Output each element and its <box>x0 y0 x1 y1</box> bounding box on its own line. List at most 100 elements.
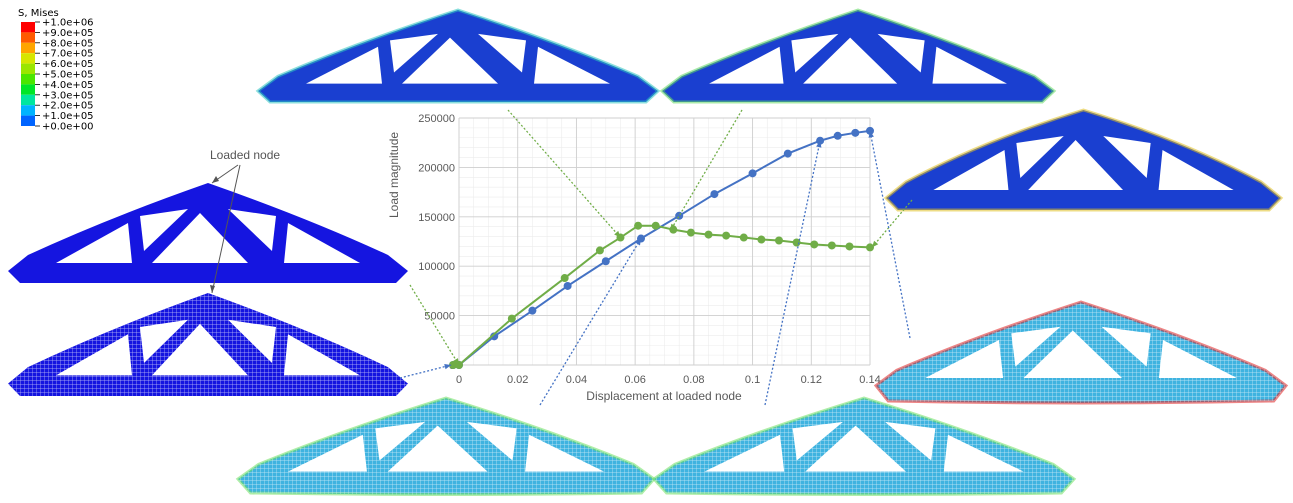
series-1-point <box>595 246 604 255</box>
series-0-point <box>748 169 757 178</box>
series-1-point <box>845 242 854 251</box>
truss-void <box>284 223 360 263</box>
legend-swatch <box>21 42 35 54</box>
truss-void <box>1016 136 1064 178</box>
legend-rows: +1.0e+06+9.0e+05+8.0e+05+7.0e+05+6.0e+05… <box>21 18 94 133</box>
y-tick-labels: 050000100000150000200000250000 <box>418 113 455 372</box>
series-0-point <box>490 332 499 341</box>
legend-swatch <box>21 74 35 85</box>
leader-arrow <box>409 284 460 366</box>
truss-void <box>792 421 843 461</box>
leader-arrow <box>764 140 821 406</box>
truss-void <box>387 425 488 472</box>
series-1-point <box>560 274 569 283</box>
leader-arrowhead <box>453 358 459 365</box>
leader-arrowhead <box>635 238 642 246</box>
legend-swatch <box>21 22 35 33</box>
annotation-arrow-lower <box>211 164 241 294</box>
truss-void <box>56 223 132 263</box>
truss-void <box>152 213 248 263</box>
truss-void <box>709 46 784 84</box>
leader-arrow <box>869 130 911 339</box>
truss-void <box>943 434 1024 472</box>
x-axis-title: Displacement at loaded node <box>586 389 742 403</box>
stress-legend: S, Mises +1.0e+06+9.0e+05+8.0e+05+7.0e+0… <box>18 8 94 133</box>
leader-arrow <box>871 199 913 248</box>
legend-title: S, Mises <box>18 8 59 19</box>
x-tick-label: 0.06 <box>624 374 645 386</box>
series-1-point <box>792 238 801 247</box>
truss-void <box>56 334 132 376</box>
truss-void <box>885 421 936 461</box>
truss-void <box>140 319 188 364</box>
truss-void <box>1011 326 1061 367</box>
legend-label: +3.0e+05 <box>42 90 94 101</box>
y-tick-label: 250000 <box>418 113 455 125</box>
series-0-point <box>710 190 719 199</box>
y-tick-label: 150000 <box>418 212 455 224</box>
truss-void <box>287 434 367 472</box>
series-1-point <box>722 231 731 240</box>
chart-grid <box>458 117 871 366</box>
truss-void <box>925 340 1004 378</box>
truss-stress-edge <box>255 8 661 104</box>
series-1-point <box>739 233 748 242</box>
series-0-point <box>601 257 610 266</box>
truss-void <box>877 33 925 73</box>
truss-void <box>1158 340 1237 378</box>
leader-arrowhead <box>444 363 452 370</box>
truss-void <box>704 434 785 472</box>
x-tick-label: 0.02 <box>507 374 528 386</box>
truss-void <box>402 37 498 84</box>
series-1-point <box>774 236 783 245</box>
x-tick-label: 0.14 <box>859 374 880 386</box>
truss-void <box>140 209 188 251</box>
legend-label: +4.0e+05 <box>42 80 94 91</box>
series-1-point <box>634 221 643 230</box>
truss-void <box>228 209 276 251</box>
y-tick-label: 50000 <box>424 311 455 323</box>
truss-void <box>306 46 382 84</box>
loaded-node-annotation: Loaded node <box>210 148 280 294</box>
series-1-point <box>810 240 819 249</box>
series-1-point <box>686 228 695 237</box>
load-displacement-chart: 0 50000 100000 150000 200000 250000 0 0.02 0.04… <box>387 113 881 403</box>
truss-void <box>805 425 906 472</box>
truss-void <box>375 421 426 461</box>
truss-void <box>466 421 517 461</box>
truss-void <box>933 150 1009 190</box>
truss-void <box>1023 330 1122 378</box>
truss-void <box>791 33 839 73</box>
truss-snapshot-top-right <box>659 8 1057 104</box>
series-0-point <box>783 149 792 158</box>
annotation-label: Loaded node <box>210 148 280 162</box>
annotation-arrowhead-upper <box>212 176 219 183</box>
truss-snapshot-left-upper <box>8 183 408 283</box>
legend-label: +9.0e+05 <box>42 28 94 39</box>
truss-snapshot-right-upper <box>883 108 1284 212</box>
leader-arrowhead <box>816 140 822 148</box>
truss-void <box>1158 150 1234 190</box>
leader-arrow <box>539 238 642 406</box>
legend-swatch <box>21 115 35 126</box>
legend-swatch <box>21 32 35 43</box>
truss-void <box>1103 136 1151 178</box>
series-0-point <box>563 281 572 290</box>
legend-swatch <box>21 94 35 106</box>
y-axis-title: Load magnitude <box>387 132 401 218</box>
truss-void <box>390 33 438 73</box>
legend-label: +5.0e+05 <box>42 70 94 81</box>
truss-void <box>478 33 526 73</box>
series-1-point <box>704 230 713 239</box>
legend-label: +6.0e+05 <box>42 59 94 70</box>
x-tick-label: 0.04 <box>566 374 587 386</box>
series-0-point <box>528 306 537 315</box>
leader-arrow <box>507 109 621 238</box>
truss-mesh-left-lower <box>8 293 408 396</box>
truss-void <box>284 334 360 376</box>
truss-stress-edge <box>883 108 1284 212</box>
series-1-point <box>757 235 766 244</box>
series-1-point <box>449 361 458 369</box>
x-tick-label: 0.1 <box>745 374 760 386</box>
